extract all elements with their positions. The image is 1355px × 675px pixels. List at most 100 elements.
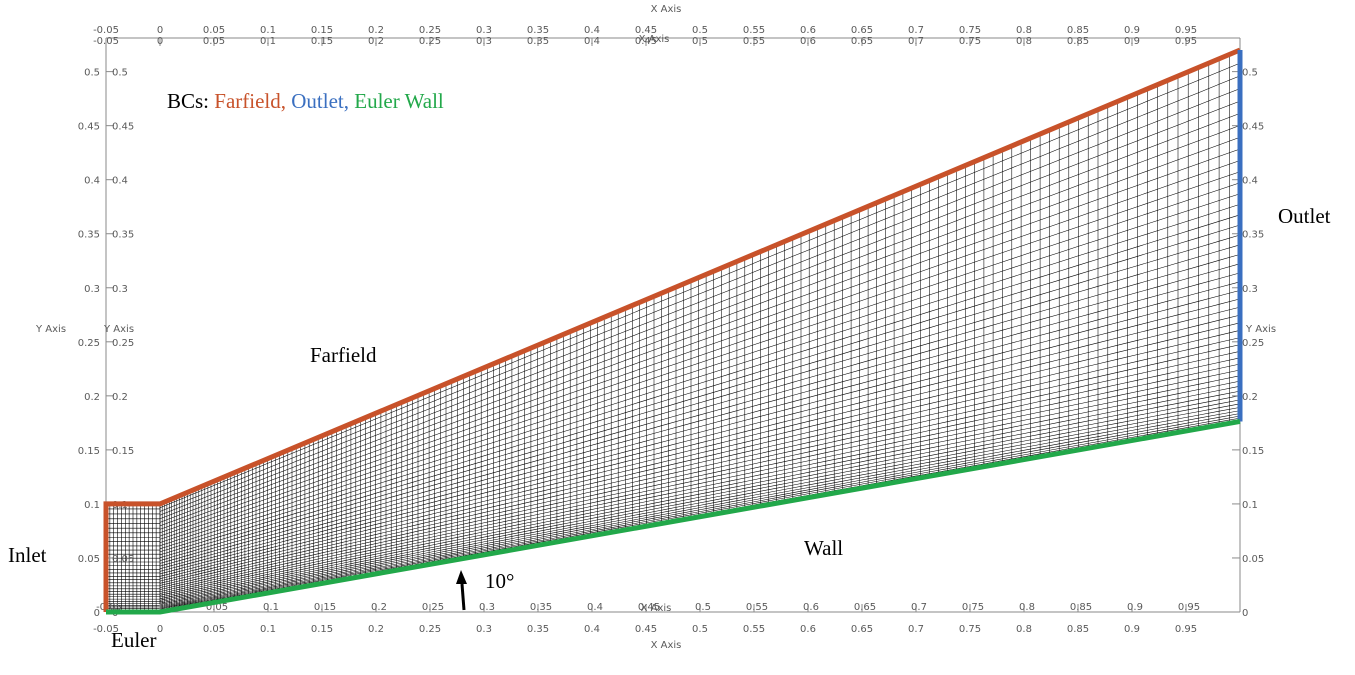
- euler-label: Euler: [111, 628, 156, 652]
- y-tick-label: 0.05: [1242, 554, 1264, 565]
- y-tick-label: 0.2: [84, 392, 100, 403]
- mesh-line-ramp-j: [159, 385, 1241, 603]
- angle-label: 10°: [485, 569, 514, 593]
- y-tick-label: 0.35: [1242, 230, 1264, 241]
- mesh-line-ramp-j: [159, 62, 1241, 508]
- x-tick-label: 0.85: [1070, 602, 1092, 613]
- x-tick-label: 0.45: [635, 25, 657, 36]
- x-tick-label: 0.25: [419, 25, 441, 36]
- bcs-outlet: Outlet,: [291, 89, 349, 113]
- x-tick-label: 0.95: [1175, 36, 1197, 47]
- y-tick-label: 0.4: [1242, 176, 1258, 187]
- x-tick-label: 0.45: [635, 36, 657, 47]
- y-tick-label: 0.15: [1242, 446, 1264, 457]
- x-tick-label: 0.25: [419, 624, 441, 635]
- farfield-boundary: [103, 47, 1241, 612]
- x-tick-label: 0.75: [959, 36, 981, 47]
- mesh-line-ramp-j: [159, 263, 1241, 567]
- x-tick-label: 0.25: [422, 602, 444, 613]
- outlet-label: Outlet: [1278, 204, 1331, 228]
- x-tick-label: 0.95: [1175, 624, 1197, 635]
- y-tick-label: 0.45: [1242, 122, 1264, 133]
- y-tick-label: 0: [1242, 608, 1248, 619]
- x-tick-label: 0.35: [527, 25, 549, 36]
- mesh-line-ramp-j: [159, 113, 1241, 523]
- x-tick-label: 0.2: [371, 602, 387, 613]
- mesh-line-ramp-j: [159, 410, 1241, 610]
- x-tick-label: 0.05: [203, 624, 225, 635]
- x-tick-label: 0.7: [908, 36, 924, 47]
- x-tick-label: 0.6: [803, 602, 819, 613]
- x-tick-label: 0.85: [1067, 25, 1089, 36]
- x-tick-label: 0.7: [908, 624, 924, 635]
- x-tick-label: 0.4: [584, 624, 600, 635]
- x-tick-label: 0.75: [959, 624, 981, 635]
- x-tick-label: 0.6: [800, 36, 816, 47]
- y-tick-label: 0.35: [78, 230, 100, 241]
- x-tick-label: 0.3: [476, 36, 492, 47]
- x-tick-label: 0.65: [851, 36, 873, 47]
- x-tick-label: 0.2: [368, 624, 384, 635]
- bcs-prefix: BCs:: [167, 89, 214, 113]
- y-tick-label: 0.45: [78, 122, 100, 133]
- euler-wall-boundary: [106, 418, 1241, 615]
- y-tick-label: 0.3: [84, 284, 100, 295]
- x-tick-label: 0.65: [854, 602, 876, 613]
- mesh-line-ramp-j: [159, 330, 1241, 586]
- x-tick-label: 0.1: [260, 624, 276, 635]
- mesh-line-ramp-j: [159, 125, 1241, 527]
- x-tick-label: 0.15: [311, 25, 333, 36]
- y-axis-title-left: Y Axis: [35, 324, 66, 335]
- mesh-line-ramp-j: [159, 214, 1241, 553]
- farfield-label: Farfield: [310, 343, 377, 367]
- mesh-line-ramp-j: [159, 75, 1241, 512]
- x-tick-label: 0.8: [1016, 624, 1032, 635]
- x-tick-label: 0.05: [203, 36, 225, 47]
- x-tick-label: 0.25: [419, 36, 441, 47]
- x-axis-title-bottom-inner: X Axis: [641, 603, 672, 614]
- y-tick-label: 0.15: [112, 446, 134, 457]
- x-tick-label: 0.8: [1016, 36, 1032, 47]
- x-tick-label: 0.4: [584, 36, 600, 47]
- x-tick-label: 0.15: [311, 624, 333, 635]
- x-tick-label: 0.9: [1124, 624, 1140, 635]
- mesh-line-ramp-j: [159, 357, 1241, 594]
- x-tick-label: 0.5: [692, 36, 708, 47]
- x-tick-label: 0.7: [908, 25, 924, 36]
- x-tick-label: 0.75: [962, 602, 984, 613]
- x-tick-label: 0.55: [746, 602, 768, 613]
- mesh-line-ramp-j: [159, 399, 1241, 606]
- x-axis-title-bottom: X Axis: [651, 640, 682, 651]
- x-tick-label: 0.8: [1016, 25, 1032, 36]
- x-tick-label: 0.45: [635, 624, 657, 635]
- x-tick-label: 0.65: [851, 25, 873, 36]
- x-tick-label: 0: [157, 36, 163, 47]
- x-tick-label: 0.35: [530, 602, 552, 613]
- y-tick-label: 0.25: [78, 338, 100, 349]
- x-tick-label: 0.1: [263, 602, 279, 613]
- x-tick-label: 0.95: [1178, 602, 1200, 613]
- x-tick-label: 0.05: [206, 602, 228, 613]
- x-tick-label: 0.55: [743, 36, 765, 47]
- x-tick-label: 0.8: [1019, 602, 1035, 613]
- y-tick-label: 0.05: [112, 554, 134, 565]
- x-tick-label: 0.3: [479, 602, 495, 613]
- y-axis-title-right: Y Axis: [1245, 324, 1276, 335]
- bcs-wall: Euler Wall: [354, 89, 444, 113]
- y-tick-label: 0.5: [112, 68, 128, 79]
- mesh-line-ramp-j: [159, 100, 1241, 520]
- x-tick-label: 0.85: [1067, 36, 1089, 47]
- x-tick-label: 0.55: [743, 624, 765, 635]
- inlet-label: Inlet: [8, 543, 47, 567]
- y-tick-label: 0.25: [1242, 338, 1264, 349]
- x-tick-label: 0.35: [527, 624, 549, 635]
- x-tick-label: 0.55: [743, 25, 765, 36]
- x-tick-label: 0.5: [692, 25, 708, 36]
- x-tick-label: 0: [160, 602, 166, 613]
- y-axis-title-left-inner: Y Axis: [103, 324, 134, 335]
- y-tick-label: 0.3: [112, 284, 128, 295]
- x-tick-label: 0.15: [311, 36, 333, 47]
- bcs-farfield: Farfield,: [214, 89, 286, 113]
- y-tick-label: 0.4: [84, 176, 100, 187]
